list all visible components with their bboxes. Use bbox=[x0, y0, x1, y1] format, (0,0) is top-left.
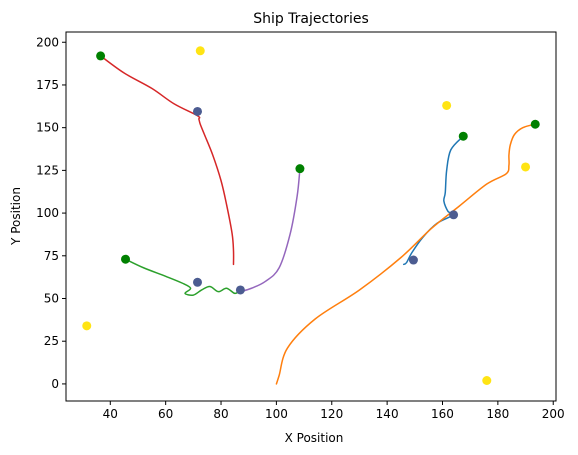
start-marker-4 bbox=[96, 51, 106, 61]
x-tick-label: 80 bbox=[213, 407, 228, 421]
target-marker-4 bbox=[82, 321, 92, 331]
x-tick-label: 40 bbox=[103, 407, 118, 421]
target-marker-2 bbox=[442, 100, 452, 110]
target-marker-5 bbox=[482, 376, 492, 385]
start-marker-3 bbox=[121, 254, 131, 264]
waypoint-marker-4 bbox=[235, 285, 245, 295]
y-axis-ticks: 0 25 50 75 100 125 150 175 200 bbox=[36, 35, 66, 391]
x-tick-label: 100 bbox=[265, 407, 288, 421]
target-marker-3 bbox=[521, 162, 531, 172]
waypoint-marker-3 bbox=[193, 106, 202, 116]
x-axis-ticks: 40 60 80 100 120 140 160 180 200 bbox=[103, 401, 565, 421]
y-tick-label: 0 bbox=[51, 377, 59, 391]
x-tick-label: 180 bbox=[486, 407, 509, 421]
x-tick-label: 140 bbox=[376, 407, 399, 421]
y-tick-label: 125 bbox=[36, 163, 59, 177]
plot-frame bbox=[65, 31, 557, 402]
x-tick-label: 200 bbox=[542, 407, 565, 421]
waypoint-marker-2 bbox=[193, 277, 202, 287]
start-marker-2 bbox=[530, 119, 540, 129]
y-tick-label: 75 bbox=[44, 249, 59, 263]
y-axis-label: Y Position bbox=[9, 187, 23, 246]
x-tick-label: 160 bbox=[431, 407, 454, 421]
x-axis-label: X Position bbox=[285, 431, 344, 445]
trajectory-line-3 bbox=[124, 258, 242, 296]
trajectory-line-2 bbox=[275, 123, 536, 385]
y-tick-label: 175 bbox=[36, 78, 59, 92]
y-tick-label: 50 bbox=[44, 292, 59, 306]
y-tick-label: 150 bbox=[36, 121, 59, 135]
y-tick-label: 25 bbox=[44, 334, 59, 348]
target-marker-1 bbox=[195, 46, 205, 56]
waypoint-marker-5 bbox=[408, 255, 418, 265]
x-tick-label: 60 bbox=[158, 407, 173, 421]
trajectory-line-5 bbox=[239, 167, 301, 293]
start-marker-1 bbox=[458, 131, 468, 141]
y-tick-label: 200 bbox=[36, 35, 59, 49]
start-marker-5 bbox=[295, 164, 305, 174]
plot-area bbox=[99, 55, 536, 385]
waypoint-marker-1 bbox=[449, 210, 459, 220]
chart-title: Ship Trajectories bbox=[253, 11, 369, 27]
x-tick-label: 120 bbox=[320, 407, 343, 421]
trajectory-line-4 bbox=[99, 55, 235, 266]
marker-layer bbox=[82, 46, 540, 385]
y-tick-label: 100 bbox=[36, 206, 59, 220]
trajectory-line-1 bbox=[402, 135, 465, 266]
